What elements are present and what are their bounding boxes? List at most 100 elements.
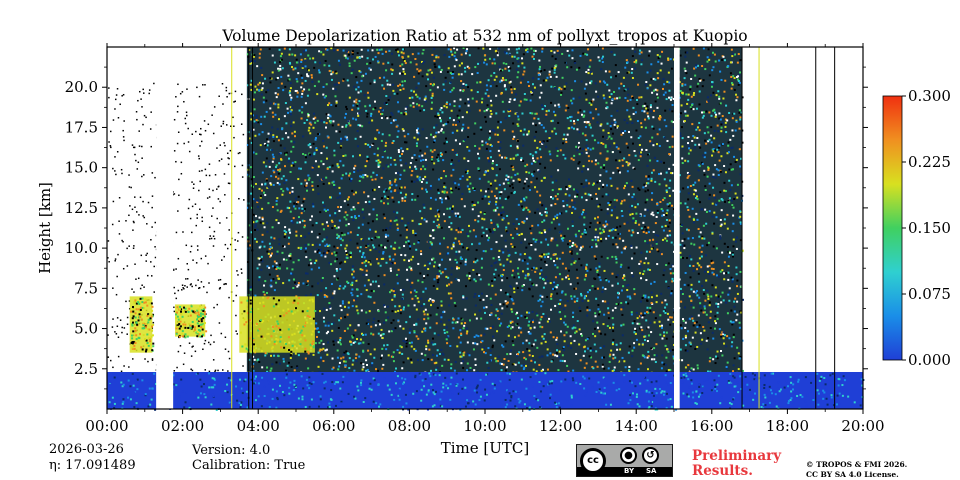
noise-speck: [557, 302, 560, 305]
noise-speck: [333, 186, 336, 189]
noise-speck: [566, 204, 569, 207]
noise-speck: [350, 55, 353, 58]
noise-speck: [692, 269, 695, 272]
noise-speck: [547, 243, 550, 246]
noise-speck: [466, 185, 469, 188]
noise-speck: [560, 234, 563, 237]
noise-speck: [628, 210, 631, 213]
noise-speck: [443, 358, 446, 361]
noise-speck: [488, 130, 491, 133]
noise-speck: [484, 58, 487, 61]
noise-speck: [681, 157, 684, 160]
noise-speck: [308, 122, 311, 125]
noise-speck: [565, 331, 568, 334]
noise-speck: [430, 358, 433, 361]
noise-speck: [619, 171, 622, 174]
noise-speck: [738, 321, 741, 324]
noise-speck: [452, 87, 455, 90]
noise-speck: [596, 365, 599, 368]
noise-speck: [277, 67, 280, 70]
noise-speck: [338, 130, 341, 133]
noise-speck: [720, 333, 723, 336]
noise-speck: [456, 114, 459, 117]
noise-speck: [352, 270, 355, 273]
noise-speck: [647, 326, 650, 329]
noise-speck: [619, 265, 622, 268]
noise-speck: [607, 202, 610, 205]
noise-speck: [578, 131, 581, 134]
noise-speck: [679, 324, 682, 327]
noise-speck: [277, 86, 280, 89]
noise-speck: [521, 285, 524, 288]
noise-speck: [285, 258, 288, 261]
noise-speck: [682, 187, 685, 190]
noise-speck: [573, 154, 576, 157]
noise-speck: [580, 152, 583, 155]
noise-speck: [304, 65, 307, 68]
noise-speck: [255, 114, 258, 117]
noise-speck: [603, 97, 606, 100]
noise-speck: [413, 348, 416, 351]
noise-speck: [615, 126, 618, 129]
noise-speck: [484, 327, 487, 330]
noise-speck: [606, 208, 609, 211]
noise-speck: [493, 78, 496, 81]
noise-speck: [316, 251, 319, 254]
noise-speck: [509, 320, 512, 323]
noise-speck: [480, 292, 483, 295]
noise-speck: [655, 215, 658, 218]
noise-speck: [480, 317, 483, 320]
noise-speck: [668, 229, 671, 232]
noise-speck: [707, 168, 710, 171]
noise-speck: [703, 307, 706, 310]
noise-speck: [378, 250, 381, 253]
noise-speck: [738, 148, 741, 151]
noise-speck: [306, 119, 309, 122]
noise-speck: [393, 210, 396, 213]
noise-speck: [398, 246, 401, 249]
noise-speck: [396, 228, 399, 231]
noise-speck: [362, 273, 365, 276]
noise-speck: [623, 89, 626, 92]
noise-speck: [718, 328, 721, 331]
noise-speck: [499, 69, 502, 72]
noise-speck: [723, 165, 726, 168]
noise-speck: [501, 248, 504, 251]
noise-speck: [565, 276, 568, 279]
noise-speck: [683, 120, 686, 123]
noise-speck: [669, 349, 672, 352]
noise-speck: [362, 253, 365, 256]
noise-speck: [696, 325, 699, 328]
noise-speck: [360, 293, 363, 296]
noise-speck: [349, 178, 352, 181]
noise-speck: [692, 108, 695, 111]
noise-speck: [687, 296, 690, 299]
noise-speck: [454, 139, 457, 142]
noise-speck: [298, 207, 301, 210]
noise-speck: [647, 117, 650, 120]
noise-speck: [491, 284, 494, 287]
noise-speck: [450, 50, 453, 53]
noise-speck: [418, 155, 421, 158]
noise-speck: [322, 347, 325, 350]
noise-speck: [376, 129, 379, 132]
noise-speck: [726, 213, 729, 216]
noise-speck: [268, 273, 271, 276]
noise-speck: [429, 184, 432, 187]
noise-speck: [576, 276, 579, 279]
noise-speck: [692, 94, 695, 97]
noise-speck: [667, 57, 670, 60]
noise-speck: [726, 152, 729, 155]
noise-speck: [720, 198, 723, 201]
noise-speck: [252, 355, 255, 358]
noise-speck: [684, 326, 687, 329]
noise-speck: [367, 195, 370, 198]
noise-speck: [651, 244, 654, 247]
noise-speck: [554, 354, 557, 357]
noise-speck: [304, 357, 307, 360]
noise-speck: [403, 80, 406, 83]
noise-speck: [581, 245, 584, 248]
noise-speck: [559, 302, 562, 305]
noise-speck: [323, 208, 326, 211]
noise-speck: [562, 236, 565, 239]
